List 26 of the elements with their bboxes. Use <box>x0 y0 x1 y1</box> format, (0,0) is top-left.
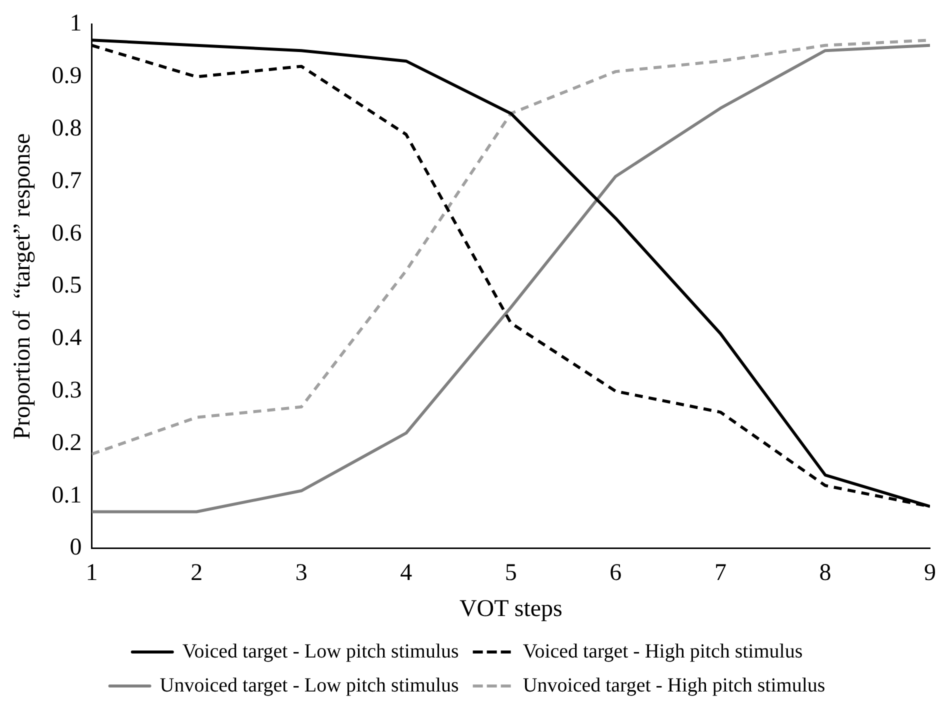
y-tick-label: 0.5 <box>52 272 82 299</box>
x-tick-label: 3 <box>295 560 308 586</box>
y-tick-label: 0.6 <box>52 220 82 246</box>
y-tick-label: 0.8 <box>52 115 82 142</box>
y-tick-label: 0.7 <box>52 168 82 194</box>
x-tick-label: 7 <box>714 560 726 586</box>
legend-label: Voiced target - Low pitch stimulus <box>182 640 460 662</box>
x-axis-title: VOT steps <box>459 596 562 622</box>
x-tick-label: 6 <box>610 560 622 586</box>
x-tick-label: 1 <box>86 560 98 586</box>
legend-label: Voiced target - High pitch stimulus <box>522 640 803 662</box>
y-tick-label: 0.4 <box>52 325 82 352</box>
y-tick-label: 0 <box>70 534 82 561</box>
y-tick-label: 1 <box>70 10 82 37</box>
x-tick-label: 2 <box>190 560 203 586</box>
y-tick-label: 0.1 <box>52 482 82 508</box>
x-tick-label: 8 <box>819 560 832 586</box>
x-tick-label: 5 <box>504 560 517 586</box>
x-tick-label: 9 <box>924 560 936 586</box>
legend-label: Unvoiced target - Low pitch stimulus <box>160 674 460 696</box>
y-tick-label: 0.2 <box>52 430 82 456</box>
x-tick-label: 4 <box>400 560 412 586</box>
y-tick-label: 0.9 <box>52 63 82 90</box>
legend-label: Unvoiced target - High pitch stimulus <box>522 674 826 696</box>
y-tick-label: 0.3 <box>52 377 82 404</box>
y-axis-title: Proportion of “target” response <box>10 133 36 440</box>
